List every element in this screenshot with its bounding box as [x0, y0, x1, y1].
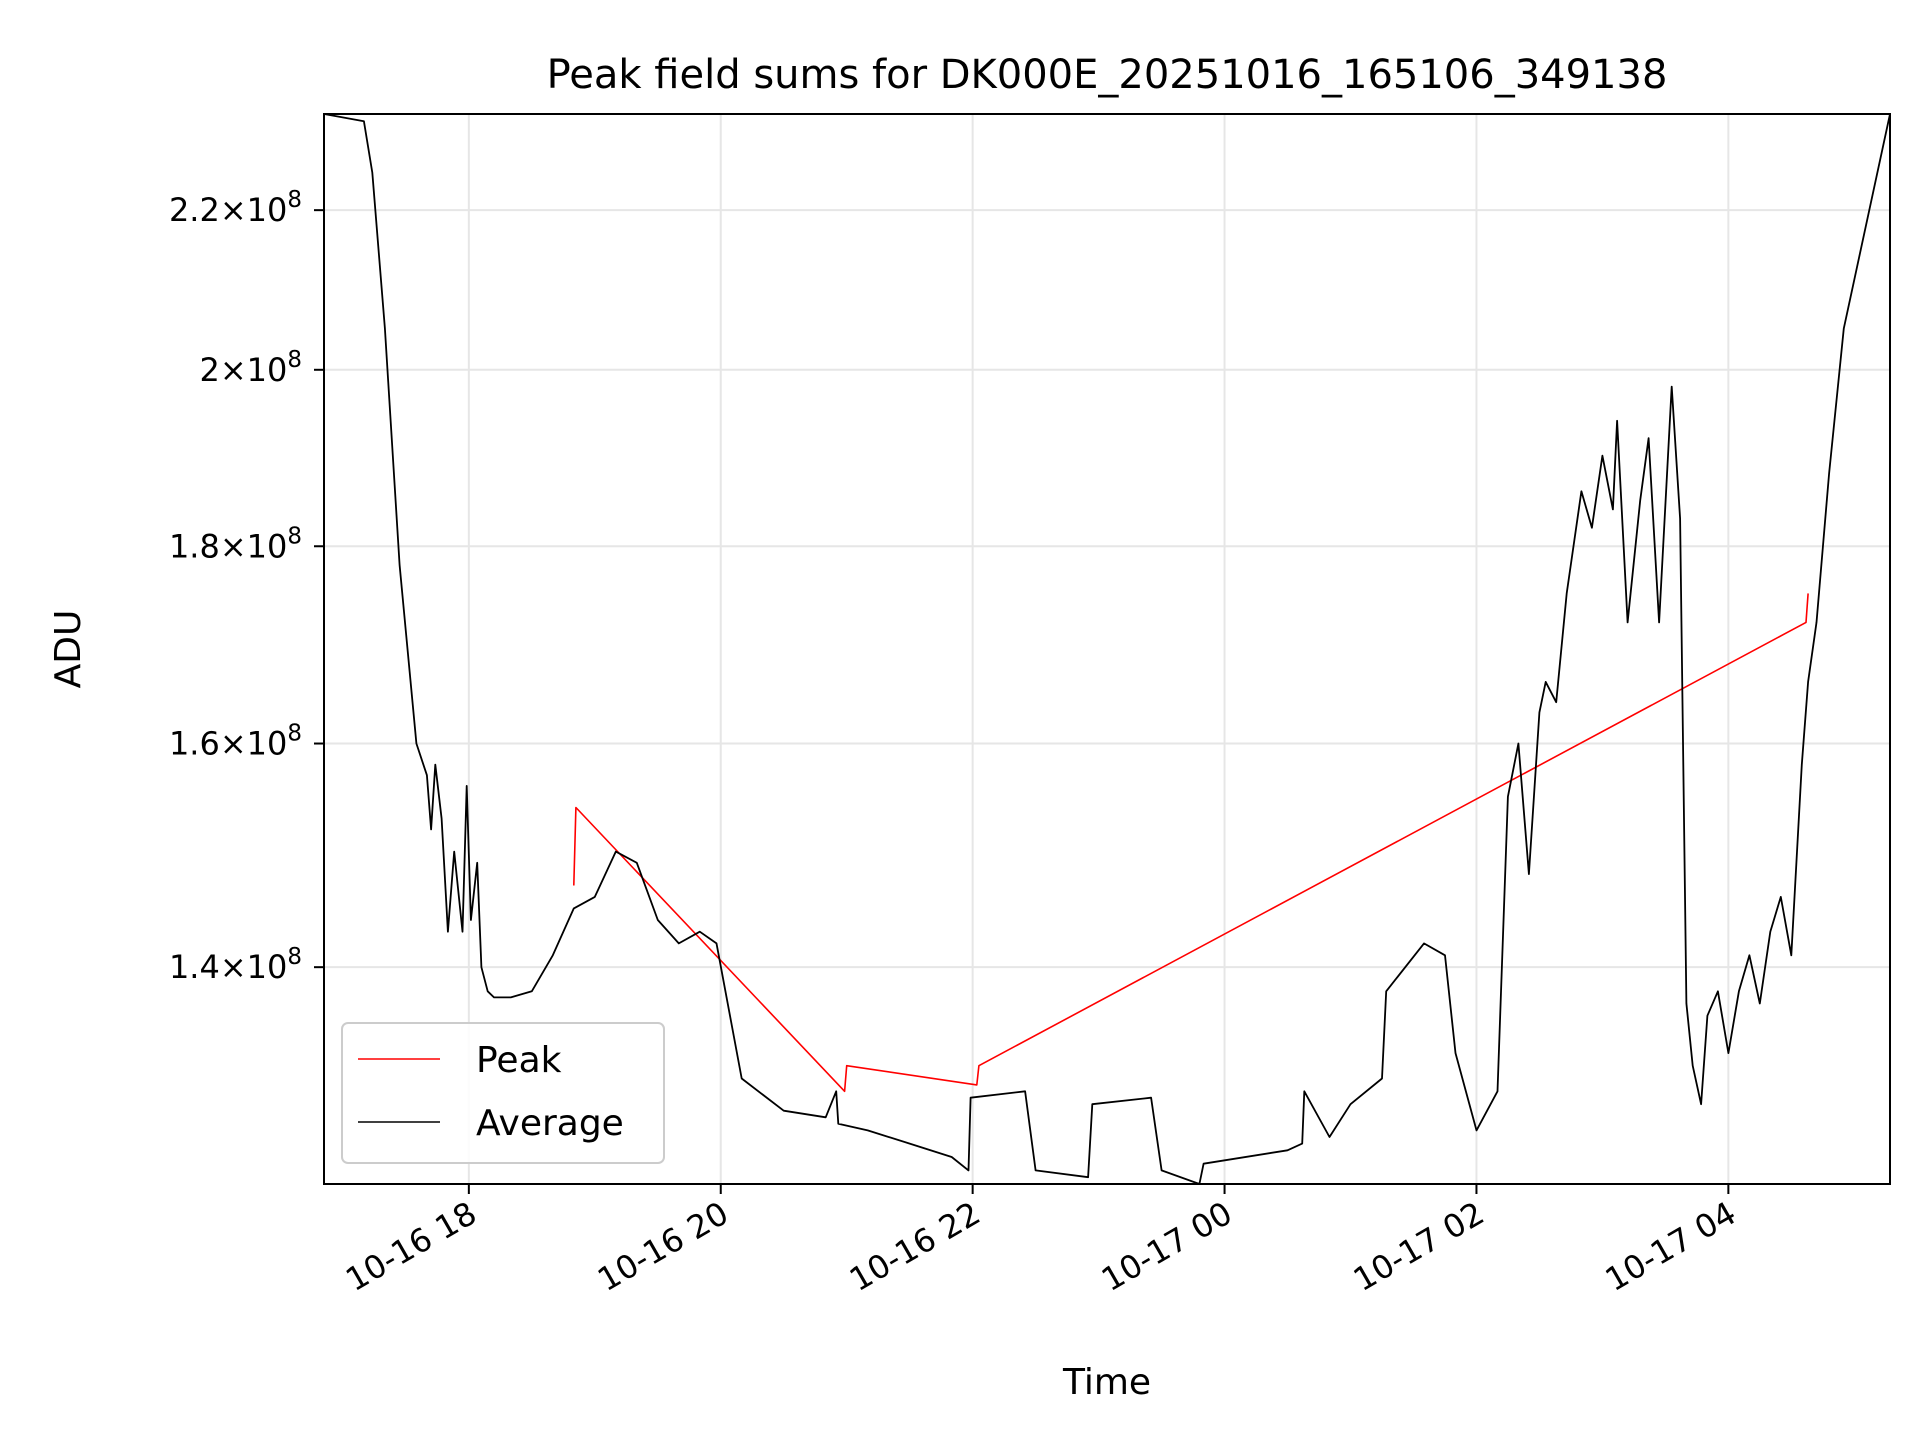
legend-box [341, 1022, 665, 1164]
grid [324, 114, 1890, 1184]
y-tick-label: 1.4×108 [169, 944, 302, 986]
x-tick-label: 10-16 22 [843, 1194, 987, 1299]
series-line-average [324, 114, 1890, 1184]
x-axis-ticks: 10-16 18 10-16 20 10-16 22 10-17 00 10-17 02… [339, 1184, 1742, 1299]
x-tick-label: 10-16 18 [339, 1194, 483, 1299]
y-tick-label: 1.8×108 [169, 523, 302, 565]
x-tick-label: 10-17 00 [1095, 1194, 1239, 1299]
y-tick-label: 2.2×108 [169, 187, 302, 229]
y-axis-label: ADU [48, 610, 89, 689]
y-axis-ticks: 1.4×108 1.6×108 1.8×108 2×108 2.2×108 [169, 187, 324, 986]
legend-label-average: Average [476, 1103, 624, 1144]
x-tick-label: 10-17 02 [1347, 1194, 1491, 1299]
series-line-peak [573, 593, 1809, 1093]
chart-title: Peak field sums for DK000E_20251016_1651… [547, 52, 1668, 98]
series-layer [324, 114, 1890, 1184]
plot-frame [323, 113, 1891, 1185]
y-tick-label: 1.6×108 [169, 721, 302, 763]
x-axis-label: Time [1062, 1362, 1151, 1403]
x-tick-label: 10-16 20 [591, 1194, 735, 1299]
legend-label-peak: Peak [476, 1040, 562, 1081]
x-tick-label: 10-17 04 [1599, 1194, 1743, 1299]
legend: Peak Average [341, 1022, 665, 1164]
y-tick-label: 2×108 [199, 347, 302, 389]
